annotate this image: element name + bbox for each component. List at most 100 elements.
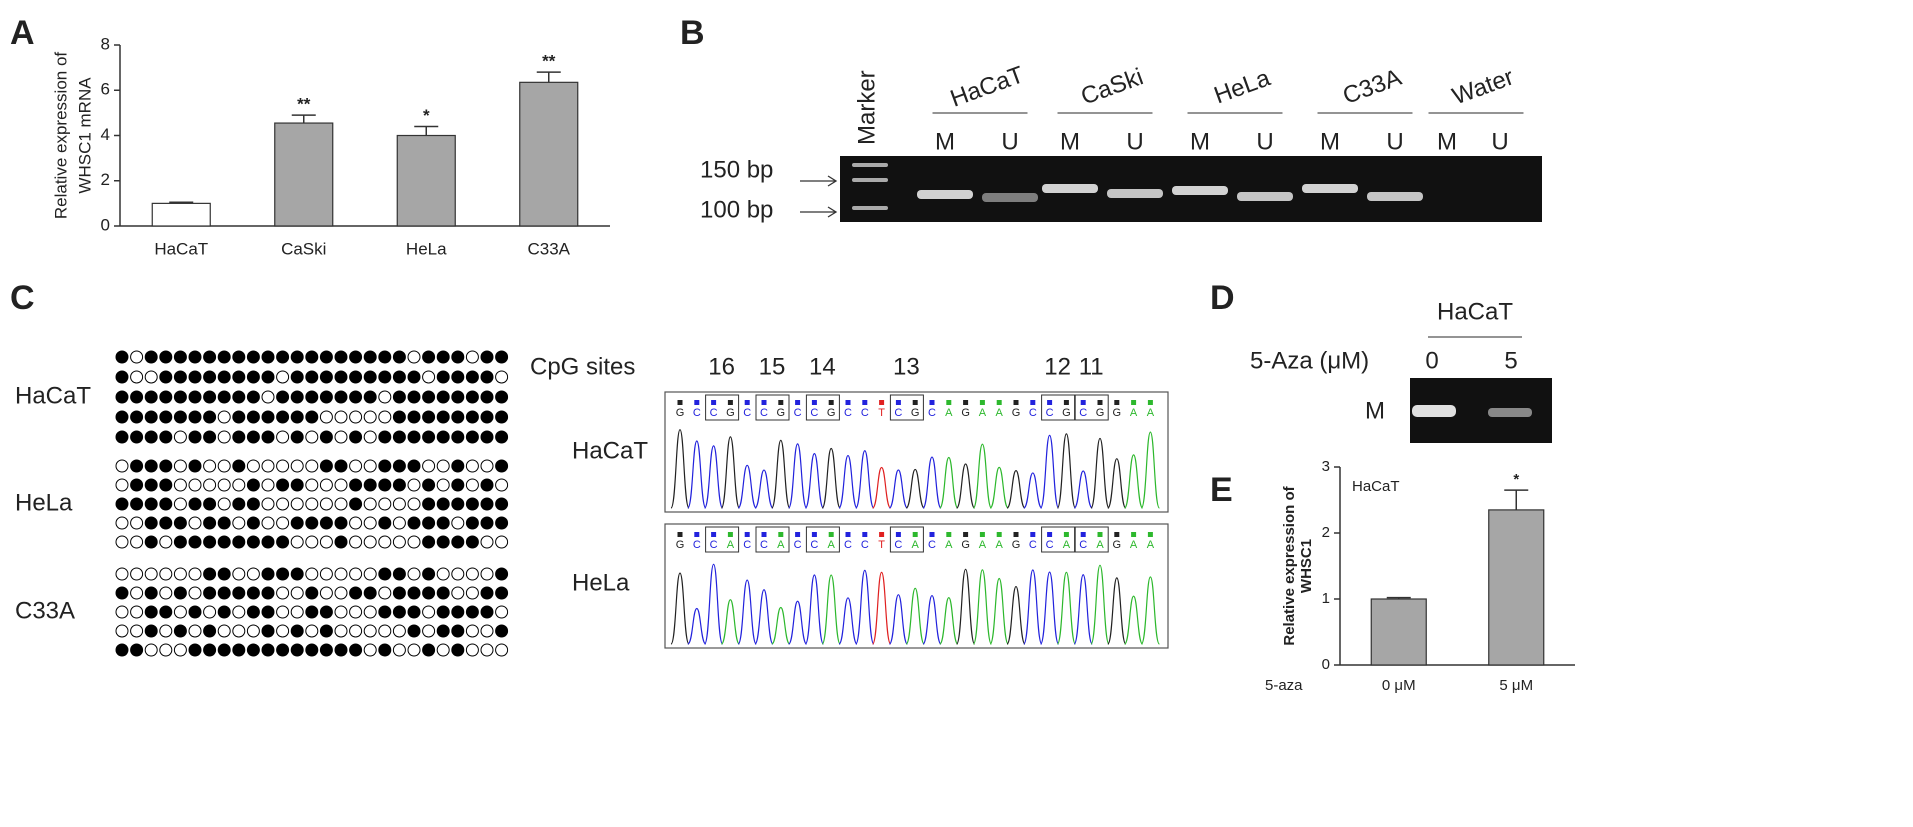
trace-peak (771, 606, 791, 645)
cpg-dot (378, 390, 392, 404)
cpg-site-number: 11 (1079, 353, 1104, 380)
cpg-dot (480, 497, 494, 511)
cpg-dot (305, 497, 319, 511)
lane-label: M (1320, 128, 1340, 155)
cpg-dot (363, 567, 377, 581)
cpg-site-number: 15 (759, 353, 786, 380)
base-letter: C (743, 539, 751, 551)
cpg-dot (246, 516, 260, 530)
cpg-dot (451, 370, 465, 384)
cpg-dot (465, 497, 479, 511)
cpg-dot (392, 516, 406, 530)
base-mark (1114, 532, 1120, 537)
cpg-dot (422, 478, 436, 492)
trace-peak (888, 594, 908, 645)
cpg-dot (246, 586, 260, 600)
base-mark (1030, 532, 1036, 537)
cpg-dot (115, 370, 129, 384)
cpg-dot (378, 478, 392, 492)
cpg-dot (451, 586, 465, 600)
base-letter: C (693, 539, 701, 551)
trace-peak (1140, 431, 1160, 509)
lane-label: M (1437, 128, 1457, 155)
base-mark (828, 532, 834, 537)
cpg-dot (363, 410, 377, 424)
cpg-dot (319, 567, 333, 581)
cpg-dot (159, 430, 173, 444)
cpg-dot (436, 624, 450, 638)
base-mark (744, 532, 750, 537)
cpg-dot (363, 350, 377, 364)
cpg-dot (159, 459, 173, 473)
cpg-dot (436, 535, 450, 549)
cpg-dot (319, 535, 333, 549)
cpg-dot (392, 567, 406, 581)
cpg-dot (305, 430, 319, 444)
cpg-box (1074, 526, 1109, 553)
cpg-dot (261, 605, 275, 619)
base-letter: C (710, 539, 718, 551)
y-axis-label: Relative expression of (1281, 485, 1298, 645)
base-letter: G (1012, 407, 1021, 419)
base-mark (1013, 400, 1019, 405)
cpg-dot (422, 350, 436, 364)
cpg-dot (451, 350, 465, 364)
lane-label: U (1491, 128, 1508, 155)
lane-label: M (1190, 128, 1210, 155)
cpg-dot (451, 516, 465, 530)
cpg-dot (173, 350, 187, 364)
cpg-dot (495, 624, 509, 638)
base-letter: G (1012, 539, 1021, 551)
base-mark (795, 400, 801, 405)
cpg-dot (480, 390, 494, 404)
cpg-dot (203, 567, 217, 581)
cpg-dot (290, 390, 304, 404)
base-mark (1080, 400, 1086, 405)
cpg-dot (465, 459, 479, 473)
gel-band (1488, 408, 1532, 417)
sample-label: C33A (15, 597, 75, 624)
cpg-dot (115, 390, 129, 404)
x-tick-label: C33A (527, 239, 570, 258)
cpg-dot (495, 370, 509, 384)
cpg-dot (334, 567, 348, 581)
base-mark (879, 400, 885, 405)
cpg-dot (305, 390, 319, 404)
cpg-dot (276, 410, 290, 424)
base-mark (795, 532, 801, 537)
cpg-dot (203, 643, 217, 657)
cpg-dot (363, 497, 377, 511)
trace-peak (855, 450, 875, 509)
trace-peak (788, 600, 808, 645)
cpg-dot (276, 516, 290, 530)
cpg-box (889, 394, 924, 421)
cpg-dot (203, 535, 217, 549)
cpg-dot (144, 459, 158, 473)
base-mark (1013, 532, 1019, 537)
cpg-dot (305, 567, 319, 581)
cpg-dot (363, 643, 377, 657)
base-mark (1147, 400, 1153, 405)
cpg-dot (422, 586, 436, 600)
cpg-dot (480, 516, 494, 530)
cpg-dot (392, 459, 406, 473)
cpg-dot (130, 350, 144, 364)
trace-peak (872, 571, 892, 645)
base-letter: A (945, 539, 953, 551)
size-label: 150 bp (700, 156, 773, 183)
base-letter: A (1096, 539, 1104, 551)
trace-peak (1073, 574, 1093, 645)
cpg-dot (130, 567, 144, 581)
cpg-dot (422, 516, 436, 530)
base-letter: C (844, 539, 852, 551)
cpg-dot (159, 586, 173, 600)
gel-band (982, 193, 1038, 202)
cpg-dot (203, 459, 217, 473)
base-letter: C (1046, 539, 1054, 551)
cpg-dot (480, 410, 494, 424)
cpg-dot (276, 535, 290, 549)
base-letter: G (827, 407, 836, 419)
cpg-dot (217, 624, 231, 638)
base-mark (929, 532, 935, 537)
trace-peak (1006, 470, 1026, 509)
